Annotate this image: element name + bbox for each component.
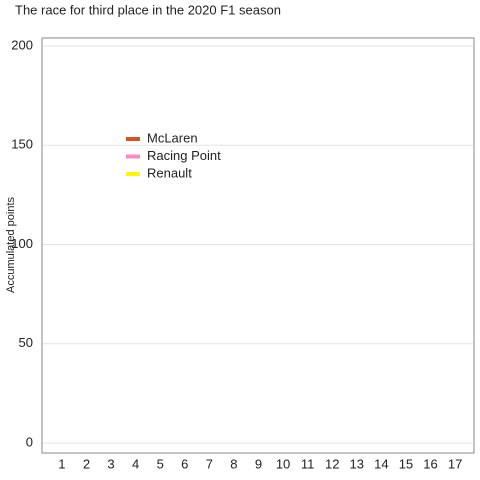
x-tick-label: 13: [350, 456, 364, 471]
x-tick-label: 16: [423, 456, 437, 471]
x-tick-label: 14: [374, 456, 388, 471]
x-tick-label: 15: [399, 456, 413, 471]
plot-frame: [41, 37, 475, 454]
x-tick-label: 3: [107, 456, 114, 471]
x-tick-label: 5: [157, 456, 164, 471]
legend-label: McLaren: [147, 130, 198, 145]
chart-title: The race for third place in the 2020 F1 …: [15, 2, 281, 17]
y-tick-label: 150: [11, 137, 33, 152]
x-tick-label: 8: [230, 456, 237, 471]
x-tick-label: 4: [132, 456, 139, 471]
y-tick-label: 200: [11, 37, 33, 52]
y-tick-label: 0: [26, 435, 33, 450]
x-tick-label: 17: [448, 456, 462, 471]
x-tick-label: 9: [255, 456, 262, 471]
legend-label: Renault: [147, 165, 192, 180]
x-tick-label: 6: [181, 456, 188, 471]
x-tick-label: 11: [301, 456, 315, 471]
y-axis-label: Accumulated points: [5, 197, 17, 293]
x-tick-label: 12: [325, 456, 339, 471]
y-tick-label: 100: [11, 236, 33, 251]
legend-label: Racing Point: [147, 148, 221, 163]
x-tick-label: 10: [276, 456, 290, 471]
x-tick-label: 1: [58, 456, 65, 471]
y-tick-label: 50: [19, 335, 33, 350]
x-tick-label: 2: [83, 456, 90, 471]
x-tick-label: 7: [206, 456, 213, 471]
